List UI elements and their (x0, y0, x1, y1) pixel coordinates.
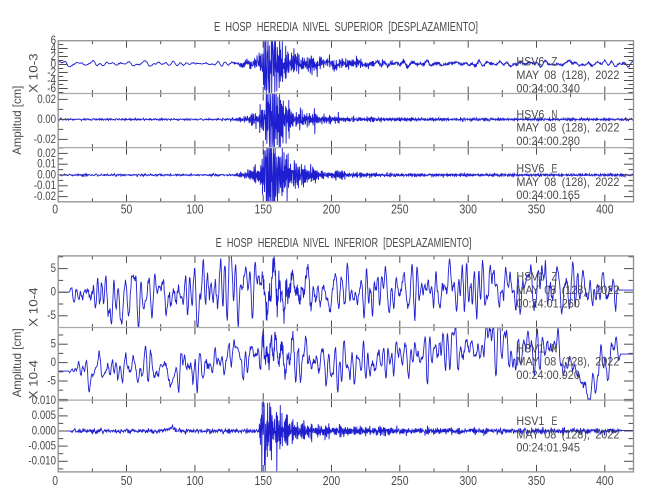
svg-text:Z: Z (552, 270, 558, 284)
svg-text:00:24:01.945: 00:24:01.945 (516, 441, 580, 455)
svg-text:-5: -5 (47, 308, 56, 322)
svg-text:0.000: 0.000 (32, 423, 56, 437)
svg-text:0.010: 0.010 (32, 393, 56, 407)
svg-text:4: 4 (51, 41, 57, 55)
svg-text:00:24:00.165: 00:24:00.165 (516, 188, 580, 202)
svg-text:E HOSP HEREDIA NIVEL INFERIOR: E HOSP HEREDIA NIVEL INFERIOR [DESPLAZAM… (216, 236, 472, 250)
svg-text:Amplitud [cm]: Amplitud [cm] (10, 86, 24, 155)
svg-text:0: 0 (52, 203, 58, 217)
svg-text:-0.010: -0.010 (28, 454, 56, 468)
svg-text:X 10-4: X 10-4 (27, 360, 41, 400)
svg-text:50: 50 (121, 203, 133, 217)
svg-text:HSV6: HSV6 (516, 107, 544, 121)
svg-text:X 10-3: X 10-3 (27, 53, 41, 93)
svg-text:0.02: 0.02 (37, 146, 56, 160)
svg-text:E: E (552, 414, 558, 428)
svg-text:HSV6: HSV6 (516, 161, 544, 175)
svg-text:Amplitud [cm]: Amplitud [cm] (10, 328, 24, 397)
svg-text:N: N (552, 341, 558, 355)
svg-text:200: 200 (323, 203, 340, 217)
svg-text:-0.01: -0.01 (34, 178, 56, 192)
svg-text:-0.02: -0.02 (34, 189, 56, 203)
svg-text:0: 0 (51, 57, 57, 71)
svg-text:0.01: 0.01 (37, 157, 56, 171)
svg-text:0.00: 0.00 (37, 167, 56, 181)
svg-text:Z: Z (552, 55, 558, 69)
svg-text:00:24:00.280: 00:24:00.280 (516, 134, 580, 148)
svg-text:0: 0 (51, 285, 57, 299)
svg-text:300: 300 (460, 474, 477, 488)
svg-text:00:24:00.340: 00:24:00.340 (516, 81, 580, 95)
svg-text:100: 100 (186, 203, 203, 217)
svg-text:00:24:01.260: 00:24:01.260 (516, 297, 580, 311)
svg-text:E HOSP HEREDIA NIVEL SUPERIOR: E HOSP HEREDIA NIVEL SUPERIOR [DESPLAZAM… (214, 20, 478, 34)
svg-text:200: 200 (323, 474, 340, 488)
svg-text:250: 250 (391, 203, 408, 217)
svg-text:MAY 08 (128), 2022: MAY 08 (128), 2022 (516, 121, 619, 135)
svg-text:350: 350 (528, 203, 545, 217)
svg-text:2: 2 (51, 49, 57, 63)
svg-text:MAY 08 (128), 2022: MAY 08 (128), 2022 (516, 283, 619, 297)
svg-text:-2: -2 (47, 65, 56, 79)
svg-text:400: 400 (596, 203, 613, 217)
svg-text:50: 50 (121, 474, 133, 488)
svg-text:MAY 08 (128), 2022: MAY 08 (128), 2022 (516, 355, 619, 369)
svg-text:400: 400 (596, 474, 613, 488)
svg-text:HSV1: HSV1 (516, 341, 544, 355)
svg-text:-6: -6 (47, 81, 56, 95)
svg-text:250: 250 (391, 474, 408, 488)
svg-text:-5: -5 (47, 373, 56, 387)
svg-text:350: 350 (528, 474, 545, 488)
svg-text:0.005: 0.005 (32, 408, 56, 422)
svg-text:0.02: 0.02 (37, 92, 56, 106)
svg-text:0: 0 (51, 355, 57, 369)
svg-text:300: 300 (460, 203, 477, 217)
svg-text:100: 100 (186, 474, 203, 488)
svg-text:0.00: 0.00 (37, 112, 56, 126)
svg-text:5: 5 (51, 337, 57, 351)
svg-text:-4: -4 (47, 73, 56, 87)
svg-text:X 10-4: X 10-4 (27, 287, 41, 327)
svg-text:0: 0 (52, 474, 58, 488)
svg-text:HSV1: HSV1 (516, 414, 544, 428)
svg-text:HSV6: HSV6 (516, 55, 544, 69)
svg-text:-0.005: -0.005 (28, 439, 56, 453)
svg-text:5: 5 (51, 261, 57, 275)
svg-text:E: E (552, 161, 558, 175)
svg-text:HSV1: HSV1 (516, 270, 544, 284)
svg-text:00:24:00.920: 00:24:00.920 (516, 368, 580, 382)
svg-text:MAY 08 (128), 2022: MAY 08 (128), 2022 (516, 175, 619, 189)
svg-text:MAY 08 (128), 2022: MAY 08 (128), 2022 (516, 68, 619, 82)
svg-text:-0.02: -0.02 (34, 132, 56, 146)
svg-text:MAY 08 (128), 2022: MAY 08 (128), 2022 (516, 427, 619, 441)
svg-text:6: 6 (51, 33, 57, 47)
svg-text:150: 150 (255, 474, 272, 488)
svg-text:N: N (552, 107, 558, 121)
svg-text:150: 150 (255, 203, 272, 217)
